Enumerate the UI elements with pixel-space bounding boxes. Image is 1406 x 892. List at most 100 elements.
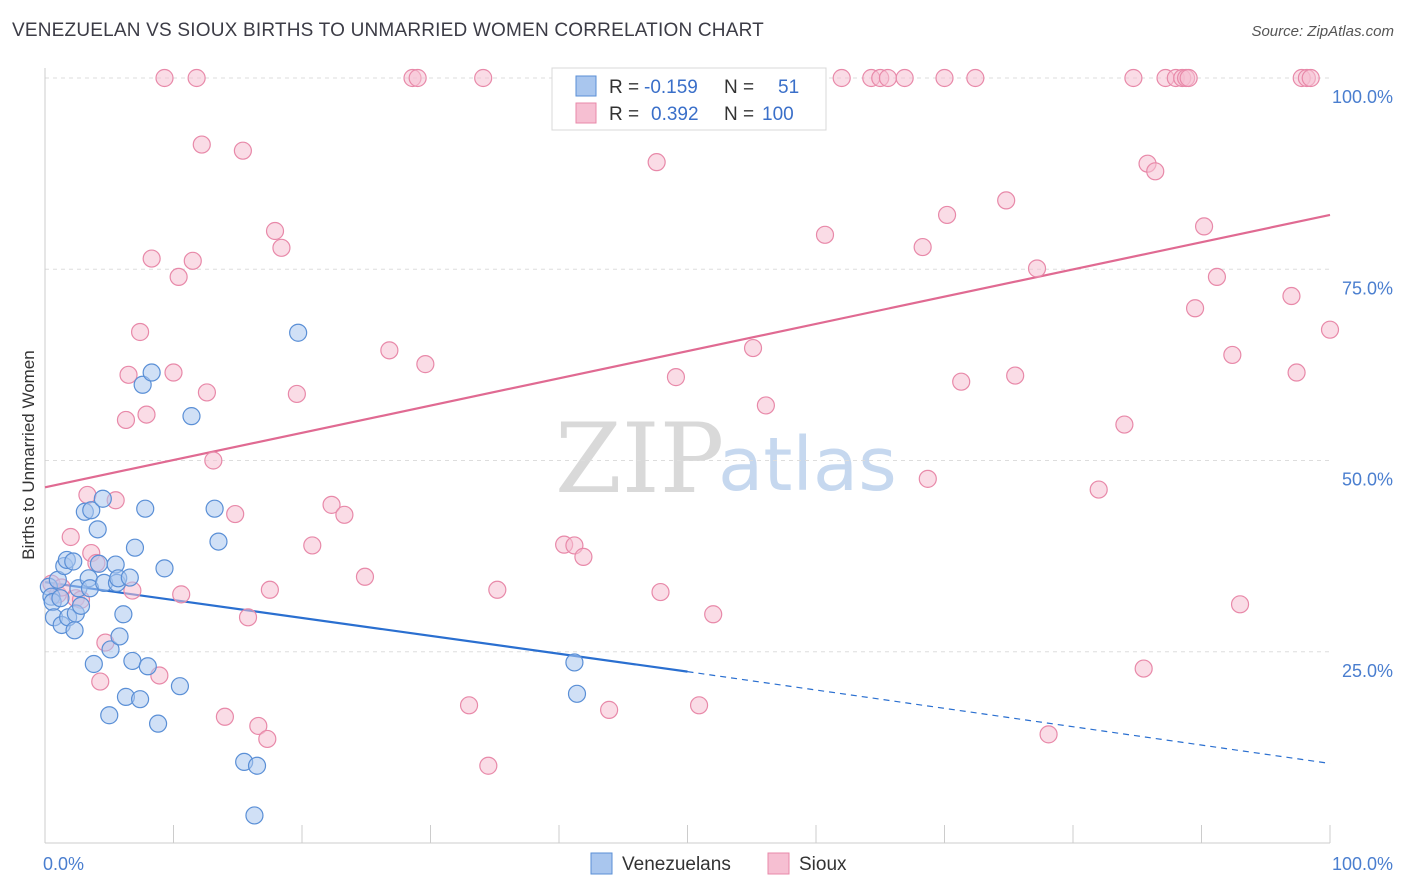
point-venezuelans-10 xyxy=(64,552,83,571)
point-sioux-84 xyxy=(1146,162,1165,181)
point-sioux-72 xyxy=(937,205,957,225)
point-sioux-25 xyxy=(192,135,211,154)
point-venezuelans-43 xyxy=(182,407,201,426)
point-sioux-36 xyxy=(272,238,291,257)
point-sioux-38 xyxy=(303,536,322,555)
point-sioux-26 xyxy=(197,383,217,402)
point-venezuelans-41 xyxy=(155,559,174,578)
point-sioux-15 xyxy=(130,322,150,342)
point-sioux-89 xyxy=(1179,68,1198,88)
point-sioux-39 xyxy=(322,495,341,514)
point-sioux-13 xyxy=(119,365,138,384)
point-sioux-63 xyxy=(815,225,835,244)
point-sioux-54 xyxy=(647,153,666,172)
point-sioux-69 xyxy=(913,237,932,257)
point-sioux-27 xyxy=(204,451,223,470)
point-sioux-16 xyxy=(137,405,156,424)
watermark-atlas: atlas xyxy=(718,422,897,508)
point-sioux-95 xyxy=(1282,286,1301,306)
point-sioux-93 xyxy=(1223,345,1242,365)
y-tick-label-75: 75.0% xyxy=(1342,278,1393,298)
point-sioux-74 xyxy=(966,68,985,88)
point-venezuelans-18 xyxy=(82,501,101,520)
legend-n-label-venezuelans: N = xyxy=(724,77,754,98)
point-venezuelans-36 xyxy=(133,375,152,394)
point-sioux-73 xyxy=(952,372,971,391)
point-sioux-20 xyxy=(164,363,183,382)
point-sioux-29 xyxy=(226,504,245,524)
point-sioux-70 xyxy=(918,469,937,488)
point-venezuelans-33 xyxy=(123,651,142,671)
point-sioux-60 xyxy=(756,396,775,415)
point-sioux-6 xyxy=(78,485,97,505)
y-tick-label-25: 25.0% xyxy=(1342,661,1393,681)
point-sioux-24 xyxy=(187,68,206,88)
point-venezuelans-47 xyxy=(247,756,267,775)
legend-swatch-venezuelans xyxy=(575,75,597,97)
point-sioux-92 xyxy=(1207,267,1227,286)
point-sioux-79 xyxy=(1089,480,1108,499)
point-venezuelans-44 xyxy=(205,499,224,518)
point-venezuelans-49 xyxy=(289,323,308,342)
point-sioux-90 xyxy=(1185,299,1205,318)
x-tick-label-0: 0.0% xyxy=(43,854,84,874)
point-sioux-47 xyxy=(474,68,493,88)
point-sioux-30 xyxy=(233,141,252,160)
bottom-legend-label-venezuelans: Venezuelans xyxy=(622,854,731,875)
chart-title: VENEZUELAN VS SIOUX BIRTHS TO UNMARRIED … xyxy=(12,20,764,41)
axes: 25.0% 50.0% 75.0% 100.0% 0.0% 100.0% xyxy=(43,68,1393,874)
point-sioux-37 xyxy=(287,384,306,404)
point-sioux-31 xyxy=(238,608,258,627)
point-venezuelans-24 xyxy=(100,706,119,725)
point-venezuelans-48 xyxy=(245,806,264,825)
point-sioux-35 xyxy=(265,221,285,241)
watermark-zip: ZIP xyxy=(555,403,724,515)
point-venezuelans-45 xyxy=(209,532,228,551)
point-sioux-91 xyxy=(1194,217,1214,236)
point-sioux-48 xyxy=(479,756,498,775)
point-venezuelans-30 xyxy=(114,605,133,624)
point-venezuelans-32 xyxy=(120,568,139,587)
point-venezuelans-39 xyxy=(142,363,161,382)
trend-line-sioux xyxy=(44,213,1331,489)
legend-swatch-sioux xyxy=(575,102,597,124)
point-venezuelans-40 xyxy=(148,714,168,733)
point-sioux-59 xyxy=(743,338,763,358)
point-sioux-80 xyxy=(1115,415,1134,434)
legend-r-label-sioux: R = xyxy=(609,104,639,125)
point-sioux-78 xyxy=(1039,725,1058,744)
point-sioux-46 xyxy=(459,696,479,715)
point-venezuelans-22 xyxy=(93,489,112,508)
legend-r-value-sioux: 0.392 xyxy=(651,104,699,125)
legend-n-value-sioux: 100 xyxy=(762,104,794,125)
trend-line-extension-venezuelans xyxy=(687,671,1331,765)
point-sioux-64 xyxy=(832,68,851,88)
point-venezuelans-35 xyxy=(130,690,150,709)
point-sioux-76 xyxy=(1006,366,1025,385)
y-tick-label-100: 100.0% xyxy=(1332,87,1393,107)
bottom-legend-swatch-venezuelans xyxy=(590,852,613,875)
point-sioux-52 xyxy=(574,547,593,566)
point-sioux-22 xyxy=(172,585,191,604)
point-sioux-44 xyxy=(408,68,427,88)
grid-lines xyxy=(45,77,1330,653)
point-venezuelans-51 xyxy=(567,684,587,703)
point-sioux-75 xyxy=(997,191,1016,210)
y-axis-label: Births to Unmarried Women xyxy=(19,350,38,559)
point-sioux-96 xyxy=(1287,363,1306,382)
point-venezuelans-11 xyxy=(65,621,84,640)
series-legend: Venezuelans Sioux xyxy=(590,852,847,875)
point-sioux-53 xyxy=(600,700,619,719)
point-sioux-77 xyxy=(1027,259,1047,278)
point-sioux-55 xyxy=(651,582,670,602)
point-sioux-42 xyxy=(380,341,399,360)
point-sioux-12 xyxy=(116,410,136,430)
point-sioux-56 xyxy=(666,368,686,387)
point-venezuelans-21 xyxy=(89,554,109,573)
point-venezuelans-50 xyxy=(565,653,584,672)
point-sioux-99 xyxy=(1301,68,1320,88)
bottom-legend-swatch-sioux xyxy=(767,852,790,875)
point-sioux-49 xyxy=(488,580,507,599)
point-sioux-32 xyxy=(249,716,268,736)
